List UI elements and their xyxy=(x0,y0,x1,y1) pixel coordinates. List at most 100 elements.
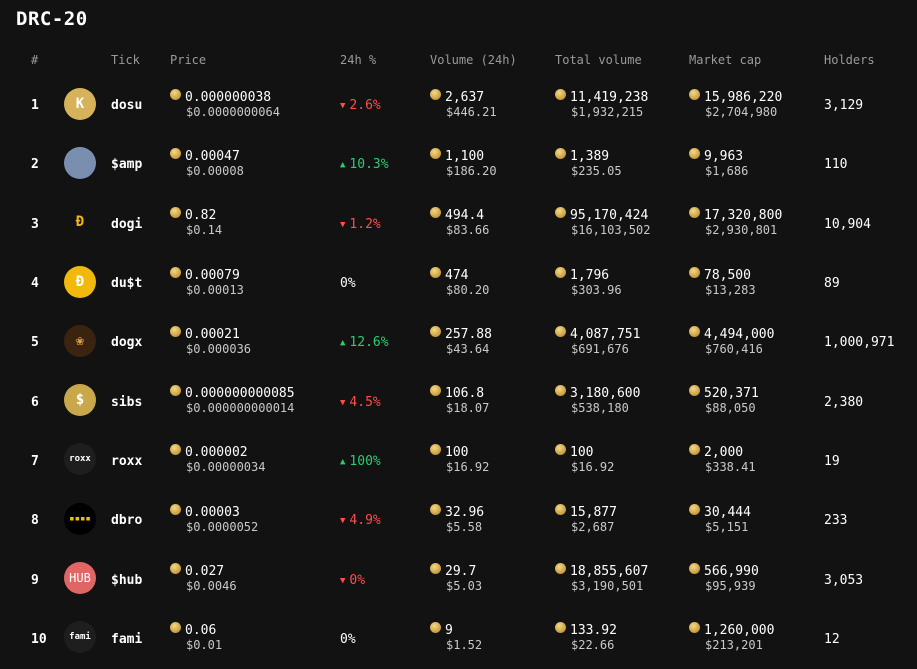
table-row[interactable]: 8 ▪▪▪▪ dbro 0.00003 $0.0000052 ▼ 4.9% 32.96 $5.5… xyxy=(0,489,917,548)
total-volume-value: 4,087,751 xyxy=(570,326,641,342)
doge-coin-icon xyxy=(430,325,441,337)
arrow-down-icon: ▼ xyxy=(340,101,346,112)
holders-count: 3,129 xyxy=(824,98,864,114)
price-value: 0.000000000085 xyxy=(185,386,295,402)
doge-coin-icon xyxy=(430,147,441,159)
change-value: 0% xyxy=(340,276,356,292)
volume-value: 9 xyxy=(445,623,453,639)
token-table: # Tick Price 24h % Volume (24h) Total vo… xyxy=(0,46,917,667)
table-row[interactable]: 9 HUB $hub 0.027 $0.0046 ▼ 0% 29.7 $5.03 18,855,6… xyxy=(0,548,917,607)
doge-coin-icon xyxy=(689,444,700,456)
arrow-up-icon: ▲ xyxy=(340,160,346,171)
column-header-price[interactable]: Price xyxy=(170,53,207,67)
holders-count: 1,000,971 xyxy=(824,335,895,351)
doge-coin-icon xyxy=(555,563,566,575)
token-tick[interactable]: roxx xyxy=(111,453,143,469)
doge-coin-icon xyxy=(170,563,181,575)
token-tick[interactable]: fami xyxy=(111,631,143,647)
token-tick[interactable]: dogx xyxy=(111,335,143,351)
market-cap-value: 4,494,000 xyxy=(704,326,775,342)
market-cap-value: 17,320,800 xyxy=(704,208,783,224)
volume-usd: $16.92 xyxy=(446,460,490,475)
price-usd: $0.01 xyxy=(186,638,223,653)
price-usd: $0.00008 xyxy=(186,163,244,178)
total-volume-usd: $3,190,501 xyxy=(571,579,644,594)
market-cap-value: 9,963 xyxy=(704,148,744,164)
rank-number: 8 xyxy=(31,513,39,529)
table-row[interactable]: 6 $ sibs 0.000000000085 $0.000000000014 ▼ 4.5%… xyxy=(0,370,917,429)
price-value: 0.82 xyxy=(185,208,217,224)
column-header-change[interactable]: 24h % xyxy=(340,53,377,67)
column-header-volume[interactable]: Volume (24h) xyxy=(430,53,517,67)
doge-coin-icon xyxy=(689,88,700,100)
change-percent: ▼ 4.5% xyxy=(340,395,381,410)
doge-coin-icon xyxy=(170,88,181,100)
volume-value: 100 xyxy=(445,445,469,461)
volume-usd: $43.64 xyxy=(446,341,490,356)
holders-count: 10,904 xyxy=(824,216,871,232)
token-tick[interactable]: $hub xyxy=(111,572,143,588)
volume-value: 474 xyxy=(445,267,469,283)
total-volume-usd: $2,687 xyxy=(571,519,615,534)
doge-coin-icon xyxy=(689,325,700,337)
column-header-market-cap[interactable]: Market cap xyxy=(689,53,762,67)
table-row[interactable]: 5 ❀ dogx 0.00021 $0.000036 ▲ 12.6% 257.88 $43.64… xyxy=(0,311,917,370)
table-row[interactable]: 7 roxx roxx 0.000002 $0.00000034 ▲ 100% 100 $16.… xyxy=(0,430,917,489)
price-value: 0.06 xyxy=(185,623,217,639)
market-cap-usd: $2,930,801 xyxy=(705,223,778,238)
doge-coin-icon xyxy=(170,207,181,219)
price-usd: $0.000036 xyxy=(186,341,252,356)
doge-coin-icon xyxy=(689,563,700,575)
market-cap-value: 520,371 xyxy=(704,386,759,402)
rank-number: 4 xyxy=(31,276,39,292)
token-logo-icon: HUB xyxy=(64,562,96,595)
rank-number: 2 xyxy=(31,157,39,173)
column-header-tick[interactable]: Tick xyxy=(111,53,140,67)
arrow-down-icon: ▼ xyxy=(340,575,346,586)
price-usd: $0.0000052 xyxy=(186,519,259,534)
token-tick[interactable]: du$t xyxy=(111,276,143,292)
column-header-total-volume[interactable]: Total volume xyxy=(555,53,642,67)
change-value: 4.5% xyxy=(349,394,381,410)
change-percent: ▲ 100% xyxy=(340,454,381,469)
doge-coin-icon xyxy=(170,325,181,337)
token-logo-icon: roxx xyxy=(64,443,96,476)
doge-coin-icon xyxy=(430,207,441,219)
market-cap-value: 2,000 xyxy=(704,445,744,461)
market-cap-usd: $213,201 xyxy=(705,638,763,653)
market-cap-usd: $760,416 xyxy=(705,341,763,356)
token-logo-icon xyxy=(64,146,96,179)
change-percent: ▼ 1.2% xyxy=(340,217,381,232)
token-tick[interactable]: dogi xyxy=(111,216,143,232)
market-cap-value: 566,990 xyxy=(704,564,759,580)
price-value: 0.00021 xyxy=(185,326,240,342)
doge-coin-icon xyxy=(170,622,181,634)
price-usd: $0.00000034 xyxy=(186,460,266,475)
doge-coin-icon xyxy=(555,385,566,397)
volume-value: 2,637 xyxy=(445,89,485,105)
total-volume-value: 11,419,238 xyxy=(570,89,649,105)
total-volume-usd: $538,180 xyxy=(571,401,629,416)
holders-count: 89 xyxy=(824,276,840,292)
token-tick[interactable]: $amp xyxy=(111,157,143,173)
token-logo-icon: Đ xyxy=(64,265,96,298)
table-row[interactable]: 2 $amp 0.00047 $0.00008 ▲ 10.3% 1,100 $186.20 1,… xyxy=(0,133,917,192)
doge-coin-icon xyxy=(689,207,700,219)
token-tick[interactable]: dbro xyxy=(111,513,143,529)
market-cap-usd: $95,939 xyxy=(705,579,756,594)
total-volume-usd: $691,676 xyxy=(571,341,629,356)
table-row[interactable]: 10 fami fami 0.06 $0.01 0% 9 $1.52 133.92 $22.66 1… xyxy=(0,608,917,667)
token-tick[interactable]: sibs xyxy=(111,394,143,410)
volume-usd: $83.66 xyxy=(446,223,490,238)
change-percent: 0% xyxy=(340,632,356,647)
doge-coin-icon xyxy=(170,503,181,515)
volume-usd: $80.20 xyxy=(446,282,490,297)
token-logo-icon: $ xyxy=(64,384,96,417)
doge-coin-icon xyxy=(430,385,441,397)
column-header-holders[interactable]: Holders xyxy=(824,53,875,67)
token-tick[interactable]: dosu xyxy=(111,98,143,114)
rank-number: 9 xyxy=(31,572,39,588)
